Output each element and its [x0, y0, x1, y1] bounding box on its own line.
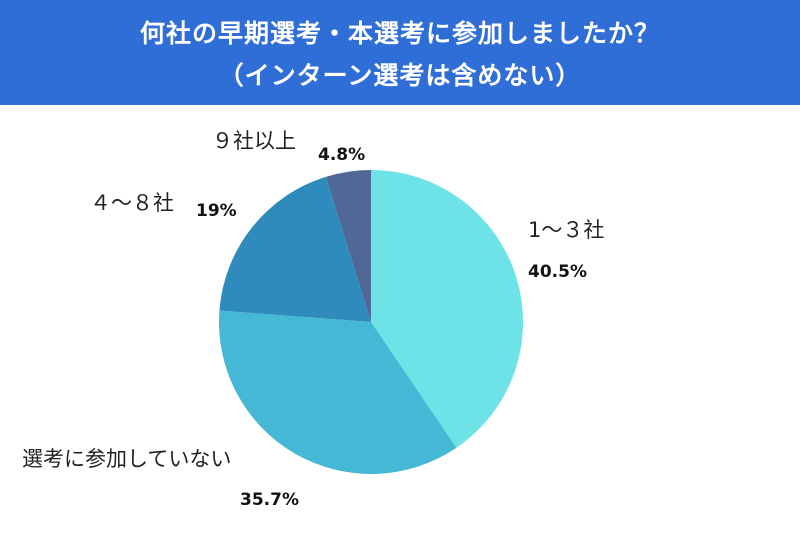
category-label-1-3: 1～３社	[528, 218, 604, 242]
pie-slice-9plus	[325, 170, 371, 322]
category-label-none: 選考に参加していない	[22, 447, 231, 471]
category-label-9plus: ９社以上	[212, 129, 296, 153]
pie-slice-none	[218, 310, 457, 475]
pie-slice-4-8	[219, 176, 371, 322]
value-label-4-8: 19%	[196, 201, 237, 221]
chart-title-banner: 何社の早期選考・本選考に参加しましたか？ （インターン選考は含めない）	[0, 0, 800, 105]
value-label-none: 35.7%	[240, 490, 299, 510]
chart-title-line-1: 何社の早期選考・本選考に参加しましたか？	[139, 19, 660, 48]
pie-slices	[218, 170, 524, 475]
pie-slice-1-3	[371, 170, 524, 448]
value-label-1-3: 40.5%	[528, 262, 587, 282]
value-label-9plus: 4.8%	[318, 145, 365, 165]
chart-title-line-2: （インターン選考は含めない）	[218, 61, 582, 90]
category-label-4-8: ４～８社	[90, 191, 174, 215]
